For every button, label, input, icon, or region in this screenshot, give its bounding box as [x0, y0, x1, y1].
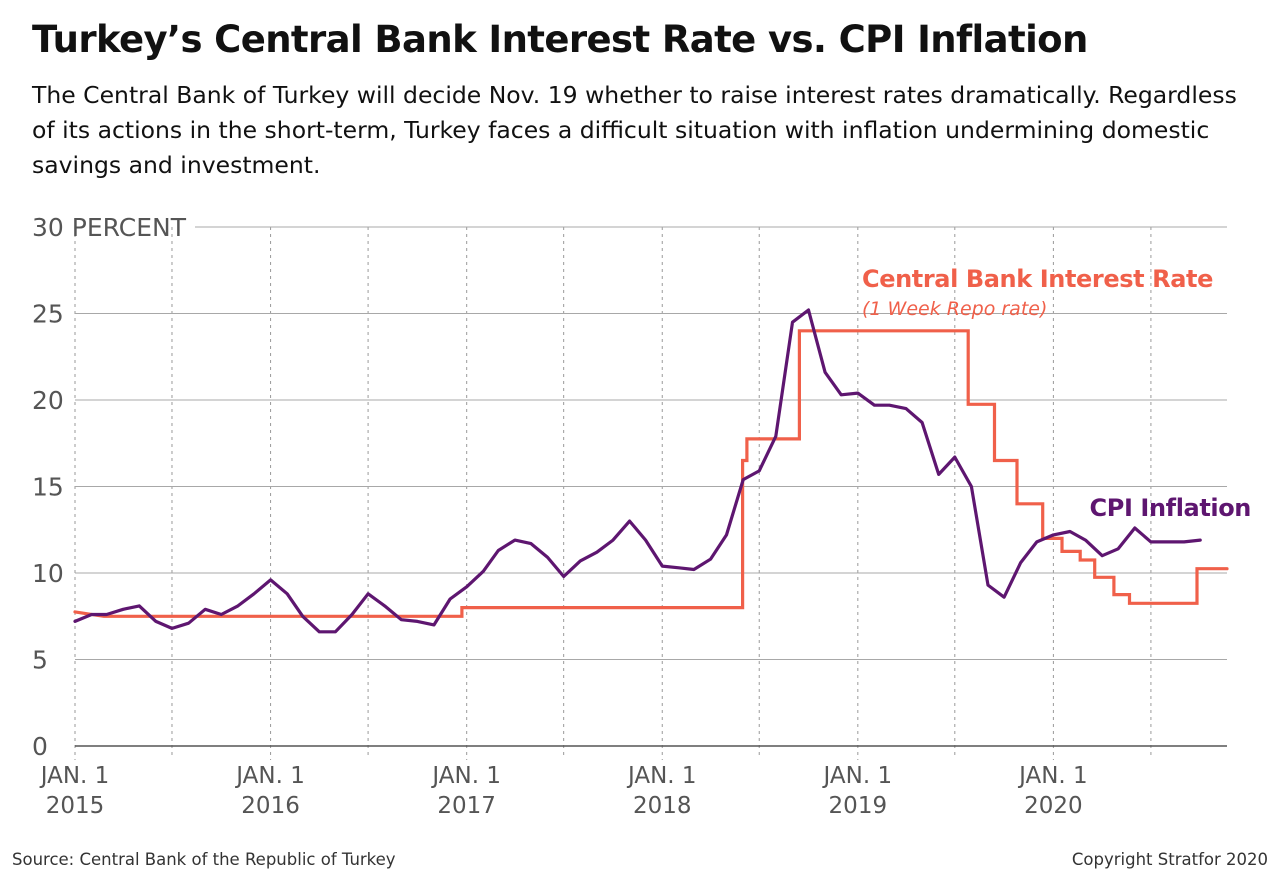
interest-rate-series-note: (1 Week Repo rate): [862, 298, 1047, 320]
x-tick-label-month: JAN. 1: [1017, 763, 1088, 789]
y-tick-label: 30 PERCENT: [32, 213, 187, 242]
x-tick-label-year: 2020: [1024, 793, 1083, 819]
x-tick-label-year: 2015: [46, 793, 105, 819]
x-tick-label-month: JAN. 1: [430, 763, 501, 789]
y-tick-label: 0: [32, 732, 48, 761]
x-tick-label-year: 2017: [437, 793, 496, 819]
chart-subtitle: The Central Bank of Turkey will decide N…: [32, 81, 1237, 179]
y-axis-tick-labels: 30 PERCENT 25 20 15 10 5 0: [32, 213, 187, 761]
interest-rate-line: [73, 329, 1229, 618]
copyright-note: Copyright Stratfor 2020: [1071, 850, 1268, 869]
interest-rate-series-label: Central Bank Interest Rate: [862, 265, 1213, 293]
y-tick-label: 20: [32, 386, 64, 415]
horizontal-gridlines: [75, 226, 1227, 747]
source-note: Source: Central Bank of the Republic of …: [12, 850, 396, 869]
x-tick-label-month: JAN. 1: [234, 763, 305, 789]
chart-title: Turkey’s Central Bank Interest Rate vs. …: [32, 18, 1088, 61]
series-labels: Central Bank Interest Rate (1 Week Repo …: [862, 265, 1251, 522]
y-tick-label: 10: [32, 559, 64, 588]
cpi-inflation-line: [73, 308, 1202, 634]
x-axis-tick-labels: JAN. 1 2015 JAN. 1 2016 JAN. 1 2017 JAN. 1 2018…: [39, 763, 1088, 819]
y-tick-label: 15: [32, 473, 64, 502]
y-tick-label: 5: [32, 646, 48, 675]
x-tick-label-month: JAN. 1: [39, 763, 110, 789]
x-tick-label-month: JAN. 1: [822, 763, 893, 789]
y-tick-label: 25: [32, 300, 64, 329]
vertical-gridlines: [74, 227, 1152, 760]
x-tick-label-year: 2019: [829, 793, 888, 819]
cpi-series-label: CPI Inflation: [1090, 494, 1251, 522]
x-tick-label-year: 2016: [241, 793, 300, 819]
series-lines: [73, 308, 1229, 634]
x-tick-label-year: 2018: [633, 793, 692, 819]
x-tick-label-month: JAN. 1: [626, 763, 697, 789]
